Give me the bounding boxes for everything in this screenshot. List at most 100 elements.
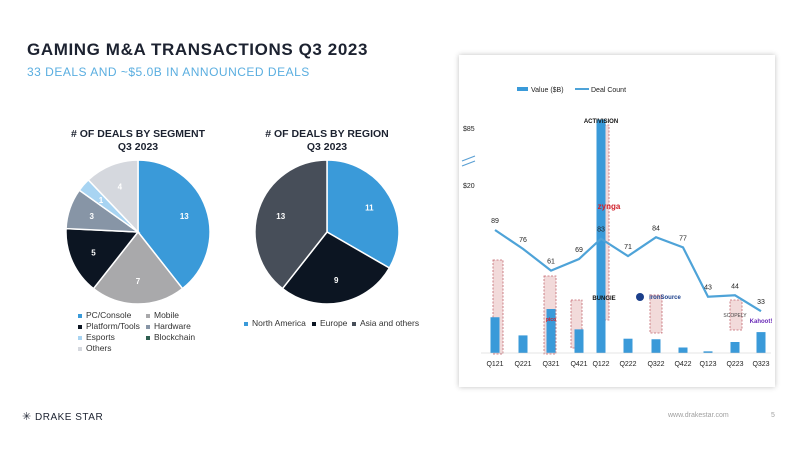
page-subtitle: 33 DEALS AND ~$5.0B IN ANNOUNCED DEALS: [27, 65, 310, 79]
pie-slice-europe: [281, 231, 391, 305]
value-bar: [651, 339, 661, 353]
pie-slice-pc-console: [137, 159, 211, 290]
scopely-logo: SCOPELY: [723, 313, 747, 319]
deal-count-label: 89: [491, 218, 499, 225]
pie-value-label: 1: [99, 196, 104, 205]
legend-item: Others: [78, 343, 112, 353]
segment-pie-subtitle: Q3 2023: [117, 141, 159, 153]
value-bar: [596, 119, 606, 353]
pie-value-label: 13: [276, 212, 285, 221]
deal-history-card: Value ($B) Deal Count $85 $20 89 76 61 69 83 71 84…: [459, 55, 775, 387]
x-tick-label: Q223: [726, 361, 743, 368]
x-tick-label: Q322: [647, 361, 664, 368]
ironsource-icon: [636, 293, 644, 301]
deal-count-line: [494, 229, 762, 313]
value-bar: [703, 351, 713, 353]
pie-value-label: 4: [118, 183, 123, 192]
value-bar: [678, 347, 688, 353]
legend-label: Deal Count: [591, 87, 626, 94]
footer-url: www.drakestar.com: [668, 412, 729, 419]
segment-pie-legend: PC/Console Mobile Platform/Tools Hardware Es…: [78, 310, 248, 360]
value-bar: [546, 309, 556, 353]
value-bar: [574, 329, 584, 353]
legend-swatch: [146, 324, 150, 329]
deal-count-label: 44: [731, 283, 739, 290]
kahoot-logo: Kahoot!: [750, 319, 773, 325]
pie-slice-mobile: [92, 230, 184, 305]
legend-label: Platform/Tools: [86, 321, 140, 331]
legend-label: North America: [252, 318, 306, 328]
legend-item: PC/Console: [78, 310, 131, 320]
drake-star-logo: ✳ DRAKE STAR: [22, 410, 103, 423]
legend-label: Europe: [320, 318, 348, 328]
ironsource-logo: ironSource: [649, 295, 681, 301]
legend-label: Blockchain: [154, 332, 196, 342]
deal-count-label: 43: [704, 285, 712, 292]
value-bar: [623, 338, 633, 353]
deal-count-label: 69: [575, 247, 583, 254]
deal-count-label: 77: [679, 235, 687, 242]
legend-swatch: [352, 321, 356, 326]
segment-pie-title: # OF DEALS BY SEGMENT: [71, 128, 205, 140]
pie-slice-others: [87, 159, 139, 234]
legend-swatch: [78, 335, 82, 340]
region-pie-header: # OF DEALS BY REGION Q3 2023: [232, 128, 422, 154]
y-tick-label: $20: [463, 183, 475, 190]
region-pie-legend: North America Europe Asia and others: [244, 318, 424, 332]
page-title: GAMING M&A TRANSACTIONS Q3 2023: [27, 40, 369, 59]
pie-slice-platform-tools: [65, 227, 140, 290]
segment-pie-header: # OF DEALS BY SEGMENT Q3 2023: [43, 128, 233, 154]
legend-item: Esports: [78, 332, 115, 342]
combo-legend: Value ($B) Deal Count: [517, 87, 626, 94]
deal-highlight-box: [729, 299, 743, 331]
activision-logo: ACTIVISION: [584, 119, 618, 125]
legend-item: Blockchain: [146, 332, 195, 342]
legend-swatch-bar: [517, 87, 528, 91]
region-pie-subtitle: Q3 2023: [306, 141, 348, 153]
legend-label: Hardware: [154, 321, 191, 331]
pie-value-label: 11: [365, 204, 374, 213]
legend-item: Mobile: [146, 310, 179, 320]
deal-count-label: 84: [652, 225, 660, 232]
pie-value-label: 13: [180, 212, 189, 221]
logo-text: DRAKE STAR: [35, 412, 104, 423]
x-tick-label: Q123: [699, 361, 716, 368]
region-pie-title: # OF DEALS BY REGION: [265, 128, 389, 140]
legend-label: Esports: [86, 332, 115, 342]
value-bar: [518, 335, 528, 353]
zynga-logo: zynga: [598, 202, 621, 211]
legend-swatch: [146, 313, 150, 318]
value-bar: [490, 317, 500, 353]
deal-highlight-box: [649, 294, 663, 334]
value-bar: [756, 332, 766, 353]
bungie-logo: BUNGIE: [592, 296, 615, 302]
deal-highlight-box: [492, 259, 504, 355]
pico-logo: pico: [546, 317, 556, 323]
value-bar: [730, 342, 740, 353]
region-pie-chart: 11 9 13: [254, 159, 400, 305]
pie-value-label: 3: [90, 212, 95, 221]
pie-slice-north-america: [326, 159, 400, 270]
star-icon: ✳: [22, 411, 32, 423]
legend-swatch: [78, 324, 82, 329]
segment-pie-chart: 13 7 5 31 4: [65, 159, 211, 305]
x-tick-label: Q121: [486, 361, 503, 368]
deal-count-label: 61: [547, 259, 555, 266]
page-number: 5: [771, 412, 775, 419]
legend-swatch: [78, 346, 82, 351]
legend-label: Asia and others: [360, 318, 420, 328]
legend-swatch: [244, 321, 248, 326]
deal-count-label: 71: [624, 244, 632, 251]
legend-swatch: [146, 335, 150, 340]
deal-count-label: 83: [597, 227, 605, 234]
y-tick-label: $85: [463, 126, 475, 133]
legend-label: Others: [86, 343, 112, 353]
x-tick-label: Q321: [542, 361, 559, 368]
pie-slice-asia-and-others: [254, 159, 328, 290]
x-tick-label: Q422: [674, 361, 691, 368]
x-tick-label: Q221: [514, 361, 531, 368]
legend-label: PC/Console: [86, 310, 132, 320]
x-tick-label: Q222: [619, 361, 636, 368]
pie-value-label: 7: [136, 277, 141, 286]
legend-label: Value ($B): [531, 87, 564, 94]
